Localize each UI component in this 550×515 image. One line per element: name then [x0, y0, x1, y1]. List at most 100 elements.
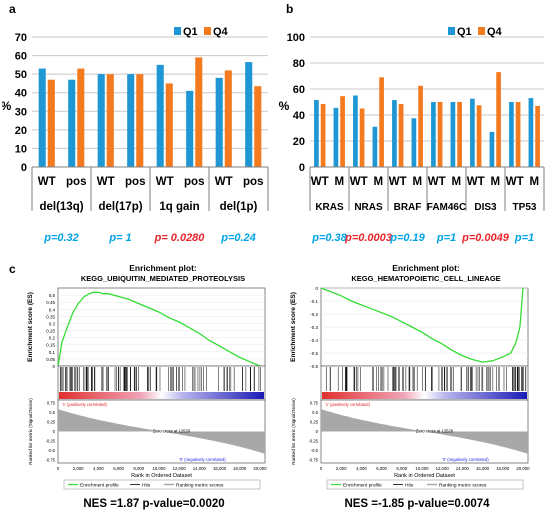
x-tick-label: WT — [311, 176, 329, 188]
legend-entry: Enrichment profile — [343, 483, 382, 489]
bar — [77, 68, 85, 167]
x-tick-label: pos — [243, 176, 263, 188]
y-tick-label: 60 — [293, 84, 305, 96]
bar — [195, 57, 203, 167]
ranking-metric-area — [58, 409, 265, 454]
plot-title: Enrichment plot: — [392, 263, 460, 273]
bar — [186, 90, 194, 167]
es-tick-label: 0.35 — [46, 314, 55, 319]
ranking-tick-label: -0.25 — [308, 439, 318, 444]
gsea-plot-left: Enrichment plot:KEGG_UBIQUITIN_MEDIATED_… — [27, 263, 267, 510]
x-tick-label: M — [412, 176, 422, 188]
legend-entry: Q1 — [457, 26, 472, 38]
x-tick-label: 20,000 — [253, 466, 267, 471]
y-tick-label: 0 — [21, 162, 27, 174]
legend-swatch — [204, 27, 211, 35]
x-tick-label: 16,000 — [476, 466, 490, 471]
ranking-tick-label: 0.5 — [312, 410, 318, 415]
x-tick-label: 0 — [320, 466, 323, 471]
bar — [470, 98, 475, 167]
legend-entry: Hits — [142, 483, 151, 489]
bar — [398, 103, 404, 167]
p-value: p=0.0049 — [461, 232, 510, 244]
legend-entry: Hits — [405, 483, 414, 489]
bar — [515, 102, 521, 167]
nes-caption: NES =-1.85 p-value=0.0074 — [344, 498, 490, 510]
es-tick-label: -0.1 — [310, 299, 318, 304]
bar — [254, 86, 262, 167]
p-value: p= 0.0280 — [154, 232, 206, 244]
bar — [38, 68, 46, 167]
x-tick-label: 4,000 — [356, 466, 367, 471]
neg-correlated-label: '0' (negatively correlated) — [442, 457, 489, 462]
ranking-tick-label: 0.5 — [49, 410, 55, 415]
es-tick-label: 0.4 — [49, 307, 56, 312]
y-tick-label: 60 — [15, 51, 27, 63]
bar — [457, 102, 462, 167]
hits — [326, 367, 527, 391]
x-tick-label: 0 — [57, 466, 60, 471]
bar — [372, 126, 378, 167]
y-tick-label: 10 — [15, 143, 27, 155]
x-tick-label: WT — [467, 176, 485, 188]
p-value: p= 1 — [108, 232, 131, 244]
legend-box — [326, 479, 524, 490]
es-tick-label: 0.45 — [46, 300, 55, 305]
x-tick-label: 4,000 — [93, 466, 104, 471]
x-axis-label: Rank in Ordered Dataset — [131, 473, 192, 479]
enrichment-profile-line — [57, 291, 261, 367]
p-value: p=1 — [436, 232, 456, 244]
panel-label-b: b — [286, 2, 294, 16]
x-tick-label: WT — [350, 176, 368, 188]
bar — [68, 79, 76, 167]
panel-label-a: a — [9, 2, 16, 16]
es-tick-label: 0.05 — [46, 357, 55, 362]
ranking-metric-area — [321, 409, 528, 454]
y-tick-label: 0 — [299, 162, 305, 174]
es-tick-label: 0.5 — [49, 293, 56, 298]
x-tick-label: 8,000 — [396, 466, 407, 471]
bar — [215, 77, 223, 167]
legend-entry: Enrichment profile — [80, 483, 119, 489]
x-tick-label: WT — [428, 176, 446, 188]
p-value: p=0.38 — [311, 232, 347, 244]
panel-label-c: c — [9, 262, 16, 276]
y-tick-label: 80 — [293, 58, 305, 70]
y-tick-label: 40 — [293, 110, 305, 122]
gsea-plot-right: Enrichment plot:KEGG_HEMATOPOIETIC_CELL_… — [290, 263, 530, 510]
enrichment-profile-line — [320, 287, 524, 363]
bar — [106, 74, 114, 167]
legend-swatch — [448, 27, 455, 35]
bar — [353, 95, 358, 167]
zero-cross-label: Zero cross at 12526 — [153, 429, 191, 434]
ranking-gradient-bar — [322, 392, 527, 399]
bar — [418, 85, 423, 167]
ranking-tick-label: -0.5 — [48, 448, 56, 453]
es-tick-label: 0.1 — [49, 350, 56, 355]
zero-cross-label: Zero cross at 12526 — [416, 429, 454, 434]
group-label: KRAS — [315, 202, 344, 213]
bar — [476, 105, 482, 167]
ranking-tick-label: 0 — [316, 429, 319, 434]
y-tick-label: 50 — [15, 69, 27, 81]
bar — [224, 70, 232, 167]
bar — [509, 102, 514, 167]
bar — [437, 102, 443, 167]
x-tick-label: WT — [97, 176, 115, 188]
bar — [340, 96, 345, 167]
y-tick-label: 20 — [293, 136, 305, 148]
bar — [535, 105, 540, 167]
legend-swatch — [478, 27, 485, 35]
bar — [47, 79, 55, 167]
x-tick-label: WT — [215, 176, 233, 188]
bar — [411, 118, 417, 167]
pos-correlated-label: '1' (positively correlated) — [62, 402, 107, 407]
bar — [528, 98, 534, 167]
plot-subtitle: KEGG_HEMATOPOIETIC_CELL_LINEAGE — [351, 274, 500, 283]
ranking-axis-label: Ranked list metric (Signal2Noise) — [291, 398, 296, 465]
neg-correlated-label: '0' (negatively correlated) — [179, 457, 226, 462]
group-label: FAM46C — [427, 202, 466, 213]
bar — [97, 74, 105, 167]
group-label: NRAS — [354, 202, 383, 213]
legend-entry: Ranking metric scores — [439, 483, 487, 489]
